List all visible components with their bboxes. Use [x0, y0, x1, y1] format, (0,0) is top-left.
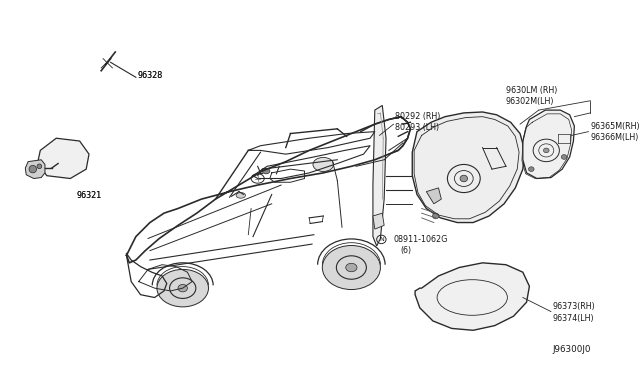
Ellipse shape: [460, 175, 468, 182]
Ellipse shape: [543, 148, 549, 153]
Text: N: N: [379, 237, 384, 242]
Text: 80293 (LH): 80293 (LH): [396, 124, 440, 132]
Text: 96365M(RH): 96365M(RH): [590, 122, 640, 131]
Text: 80292 (RH): 80292 (RH): [396, 112, 441, 121]
Ellipse shape: [29, 166, 36, 173]
Polygon shape: [412, 112, 525, 222]
Text: 08911-1062G: 08911-1062G: [394, 235, 448, 244]
Ellipse shape: [346, 263, 357, 272]
Text: 96373(RH): 96373(RH): [553, 302, 596, 311]
Ellipse shape: [561, 155, 567, 159]
Text: 96321: 96321: [77, 191, 102, 200]
Ellipse shape: [323, 246, 380, 289]
Text: 96366M(LH): 96366M(LH): [590, 133, 639, 142]
Polygon shape: [373, 213, 384, 229]
Polygon shape: [523, 110, 574, 179]
Text: 96302M(LH): 96302M(LH): [506, 97, 554, 106]
Ellipse shape: [529, 167, 534, 171]
Text: 96321: 96321: [77, 191, 102, 200]
Ellipse shape: [236, 193, 246, 198]
Text: (6): (6): [400, 246, 412, 255]
Ellipse shape: [262, 168, 270, 174]
Ellipse shape: [157, 269, 209, 307]
Ellipse shape: [37, 164, 42, 169]
Polygon shape: [26, 160, 45, 179]
Polygon shape: [415, 263, 529, 330]
Text: J96300J0: J96300J0: [553, 344, 591, 353]
Polygon shape: [426, 188, 442, 204]
Text: 96374(LH): 96374(LH): [553, 314, 595, 323]
Polygon shape: [373, 105, 386, 246]
Text: 96328: 96328: [138, 71, 163, 80]
Text: 9630LM (RH): 9630LM (RH): [506, 86, 557, 95]
Ellipse shape: [433, 213, 439, 219]
Text: 96328: 96328: [138, 71, 163, 80]
Polygon shape: [38, 138, 89, 179]
Ellipse shape: [178, 284, 188, 292]
Ellipse shape: [313, 157, 333, 171]
